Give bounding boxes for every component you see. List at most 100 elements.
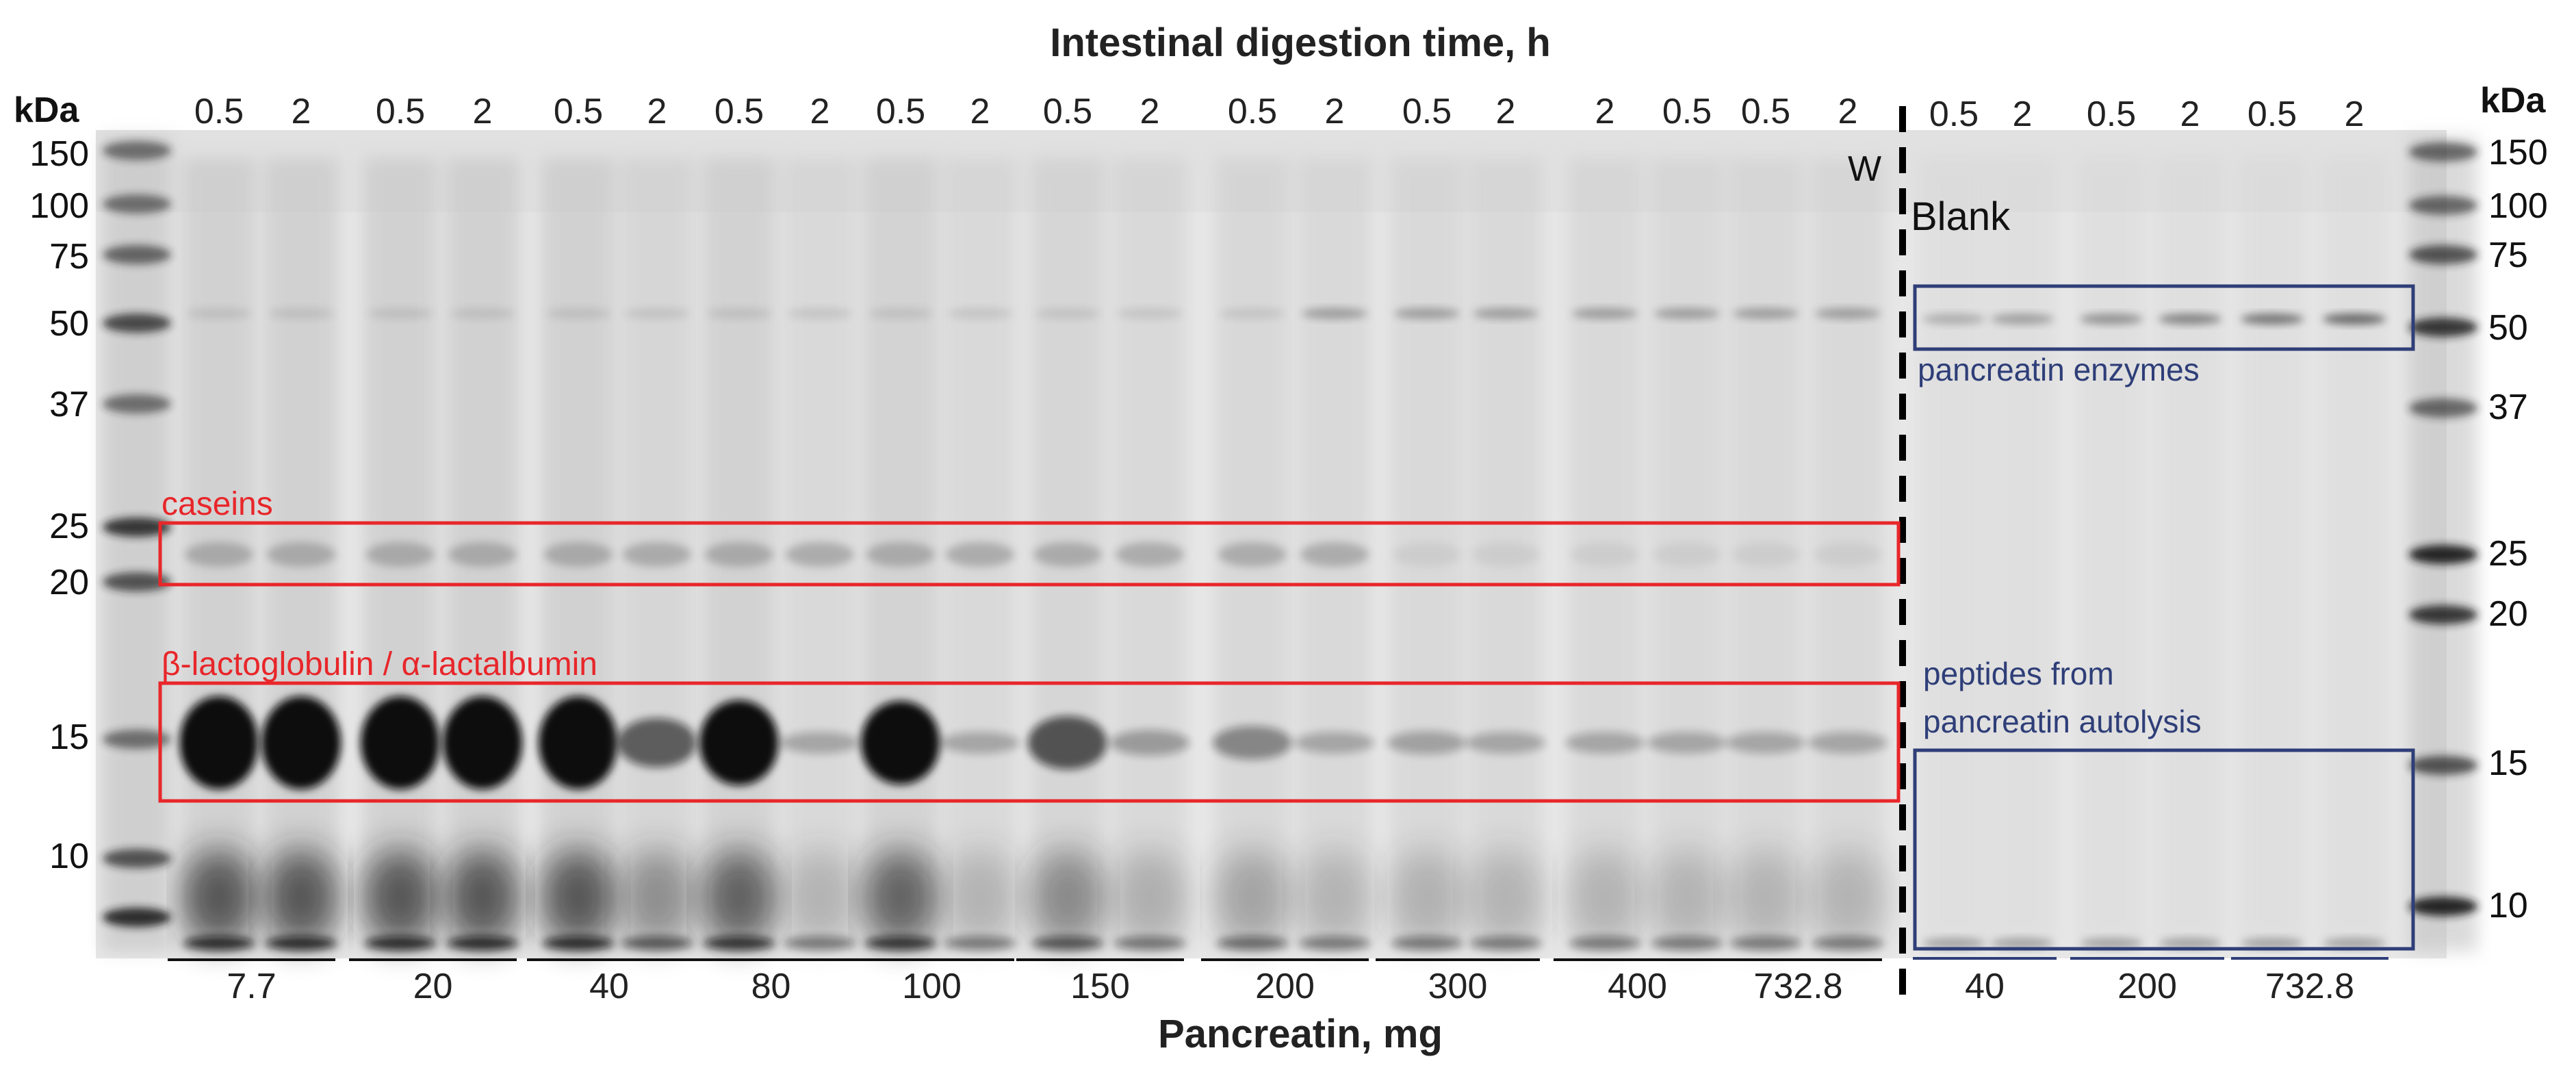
casein-band: [786, 542, 854, 567]
blg-band: [861, 700, 940, 785]
time-label: 2: [473, 92, 493, 131]
pancreatin-label: 200: [1255, 967, 1315, 1006]
blank-lane-streak: [2077, 157, 2146, 945]
blg-band: [780, 732, 860, 754]
casein-band: [1116, 542, 1184, 567]
enzyme-band: [368, 308, 433, 319]
blg-ala-box: [158, 681, 1901, 803]
low-mw-smear: [782, 849, 858, 945]
blg-band: [1028, 716, 1107, 769]
time-label: 0.5: [1741, 92, 1790, 131]
blank-front-band: [2241, 938, 2304, 949]
time-label: 2: [1496, 92, 1516, 131]
front-band: [1114, 936, 1185, 950]
casein-band: [946, 542, 1014, 567]
low-mw-smear: [1468, 849, 1543, 945]
marker-label-right: 37: [2488, 387, 2528, 427]
casein-band: [1393, 542, 1461, 567]
low-mw-smear: [1567, 849, 1643, 945]
peptides-label-line1: peptides from: [1923, 656, 2114, 691]
low-mw-smear: [1389, 849, 1465, 945]
marker-label-left: 15: [49, 717, 89, 757]
pancreatin-label: 100: [902, 967, 962, 1006]
marker-label-right: 75: [2488, 235, 2528, 275]
low-mw-smear: [1030, 849, 1105, 945]
low-mw-smear: [1810, 849, 1885, 945]
bottom-title: Pancreatin, mg: [1158, 1012, 1443, 1056]
enzyme-band: [545, 308, 611, 319]
marker-ladder-right: [2409, 137, 2477, 952]
enzymes-box: [1913, 284, 2415, 351]
enzyme-band: [1733, 308, 1799, 319]
pancreatin-label-blank: 200: [2117, 967, 2177, 1006]
blank-lane-streak: [2238, 157, 2306, 945]
blank-enzyme-band: [2159, 314, 2221, 324]
casein-band: [1653, 542, 1721, 567]
enzyme-band: [1473, 308, 1538, 319]
gel-lanes: [179, 157, 2388, 950]
enzyme-band: [787, 308, 853, 319]
blg-ala-label: β-lactoglobulin / α-lactalbumin: [162, 646, 597, 682]
blank-front-band: [1991, 938, 2054, 949]
casein-band: [267, 542, 335, 567]
low-mw-smear: [541, 849, 616, 945]
enzyme-band: [1117, 308, 1183, 319]
marker-label-left: 20: [49, 563, 89, 602]
casein-band: [705, 542, 773, 567]
enzymes-label: pancreatin enzymes: [1918, 352, 2200, 387]
marker-label-right: 100: [2488, 186, 2548, 226]
front-band: [944, 936, 1016, 950]
casein-band: [1471, 542, 1540, 567]
blank-lane-streak: [2320, 157, 2388, 945]
front-band: [1470, 936, 1541, 950]
time-label: 2: [1838, 92, 1858, 131]
blg-band: [1466, 732, 1545, 754]
low-mw-smear: [1297, 849, 1372, 945]
pancreatin-label: 40: [589, 967, 629, 1006]
low-mw-smear: [701, 849, 777, 945]
blank-front-band: [2323, 938, 2386, 949]
low-mw-smear: [1649, 849, 1725, 945]
blg-band: [1808, 732, 1888, 754]
blank-lane-streak: [2156, 157, 2224, 945]
enzyme-band: [1302, 308, 1367, 319]
wash-label: W: [1848, 149, 1881, 189]
low-mw-smear: [619, 849, 695, 945]
enzyme-band: [706, 308, 772, 319]
low-mw-smear: [363, 849, 438, 945]
peptides-label-line2: pancreatin autolysis: [1923, 704, 2202, 739]
time-label: 2: [1325, 92, 1345, 131]
blank-enzyme-band: [2241, 314, 2304, 324]
pancreatin-label-blank: 732.8: [2265, 967, 2354, 1006]
front-band: [1569, 936, 1640, 950]
time-label: 0.5: [1662, 92, 1712, 131]
enzyme-band: [624, 308, 690, 319]
marker-label-right: 150: [2488, 133, 2548, 173]
blg-band: [361, 696, 440, 789]
time-label: 0.5: [876, 92, 925, 131]
pancreatin-label: 80: [751, 967, 791, 1006]
blg-band: [179, 696, 259, 789]
marker-labels-left: 150 100 75 50 37 25 20 15 10: [29, 134, 89, 876]
blg-band: [539, 696, 618, 789]
front-band: [447, 936, 518, 950]
low-mw-smear: [942, 849, 1018, 945]
marker-label-right: 25: [2488, 534, 2528, 574]
marker-label-left: 150: [29, 134, 89, 174]
time-label-blank: 0.5: [2247, 94, 2297, 134]
marker-label-right: 10: [2488, 886, 2528, 926]
front-band: [365, 936, 436, 950]
front-band: [266, 936, 337, 950]
pancreatin-label: 20: [413, 967, 453, 1006]
time-label: 2: [1595, 92, 1615, 131]
pancreatin-groups: 7.7 20 40 80 100 150 200 300 400 732.8 40 200 732.8: [168, 957, 2388, 1006]
pancreatin-label: 7.7: [227, 967, 276, 1006]
marker-label-left: 25: [49, 507, 89, 546]
low-mw-smear: [1112, 849, 1187, 945]
time-label-blank: 0.5: [1929, 94, 1979, 134]
blank-front-band: [2080, 938, 2143, 949]
marker-label-right: 15: [2488, 743, 2528, 783]
blank-front-band: [2159, 938, 2221, 949]
low-mw-smear: [181, 849, 257, 945]
